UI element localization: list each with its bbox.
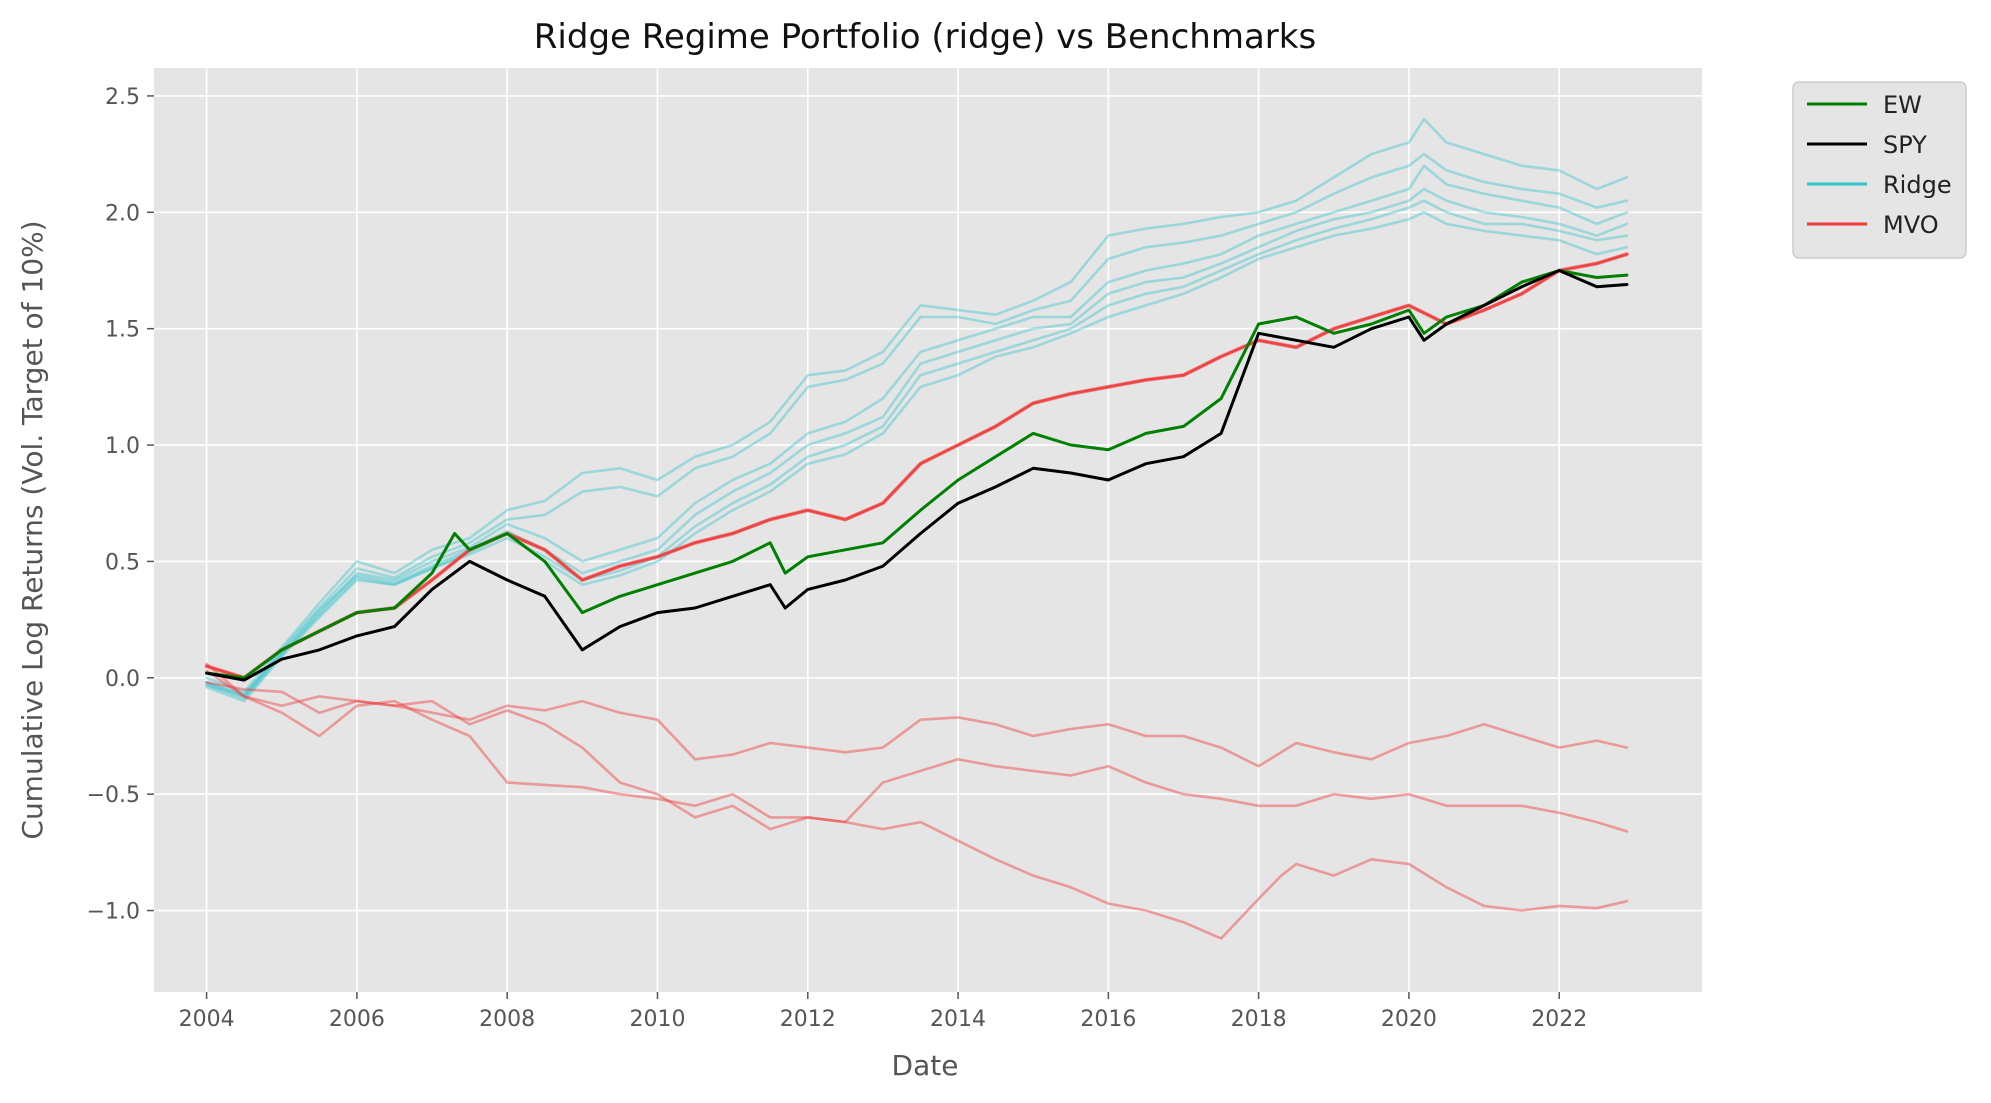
legend-box (1792, 81, 1967, 259)
legend-label: EW (1883, 91, 1922, 119)
series-line-ridge (205, 152, 1629, 698)
axis-ticks: 2004 2006 2008 2010 2012 2014 2016 2018 2020 2022… (87, 85, 1588, 1032)
x-tick-label: 2022 (1531, 1007, 1587, 1032)
series-line-ridge (205, 164, 1629, 701)
x-tick-label: 2012 (780, 1007, 836, 1032)
legend-label: SPY (1883, 131, 1927, 159)
y-tick-label: 0.0 (105, 667, 140, 692)
y-tick-label: −1.0 (87, 900, 140, 925)
y-tick-label: 2.5 (105, 85, 140, 110)
y-tick-label: 0.5 (105, 550, 140, 575)
chart-title: Ridge Regime Portfolio (ridge) vs Benchm… (534, 17, 1316, 57)
y-tick-label: −0.5 (87, 783, 140, 808)
y-tick-label: 1.0 (105, 434, 140, 459)
grid (154, 68, 1702, 992)
legend-label: MVO (1883, 211, 1939, 239)
plot-area (154, 68, 1702, 992)
y-tick-label: 1.5 (105, 318, 140, 343)
x-tick-label: 2008 (479, 1007, 535, 1032)
series-line-ridge (205, 117, 1629, 694)
x-tick-label: 2004 (179, 1007, 235, 1032)
series-line-ridge (205, 211, 1629, 698)
series-line-mvo (205, 662, 1629, 940)
x-tick-label: 2016 (1080, 1007, 1136, 1032)
x-tick-label: 2018 (1231, 1007, 1287, 1032)
y-axis-title: Cumulative Log Returns (Vol. Target of 1… (16, 220, 49, 839)
series-line-spy (205, 269, 1629, 682)
series-line-ew (205, 269, 1629, 680)
series-line-ridge (205, 199, 1629, 703)
y-tick-label: 2.0 (105, 201, 140, 226)
x-tick-label: 2010 (629, 1007, 685, 1032)
series-line-mvo (205, 681, 1629, 768)
legend: EW SPY Ridge MVO (1792, 81, 1967, 259)
legend-label: Ridge (1883, 171, 1952, 199)
series-line-ridge (205, 187, 1629, 696)
series-line-mvo (205, 669, 1629, 833)
series-lines (204, 117, 1629, 940)
x-tick-label: 2014 (930, 1007, 986, 1032)
x-tick-label: 2006 (329, 1007, 385, 1032)
x-axis-title: Date (892, 1049, 959, 1082)
x-tick-label: 2020 (1381, 1007, 1437, 1032)
series-line-mvo (205, 252, 1629, 680)
